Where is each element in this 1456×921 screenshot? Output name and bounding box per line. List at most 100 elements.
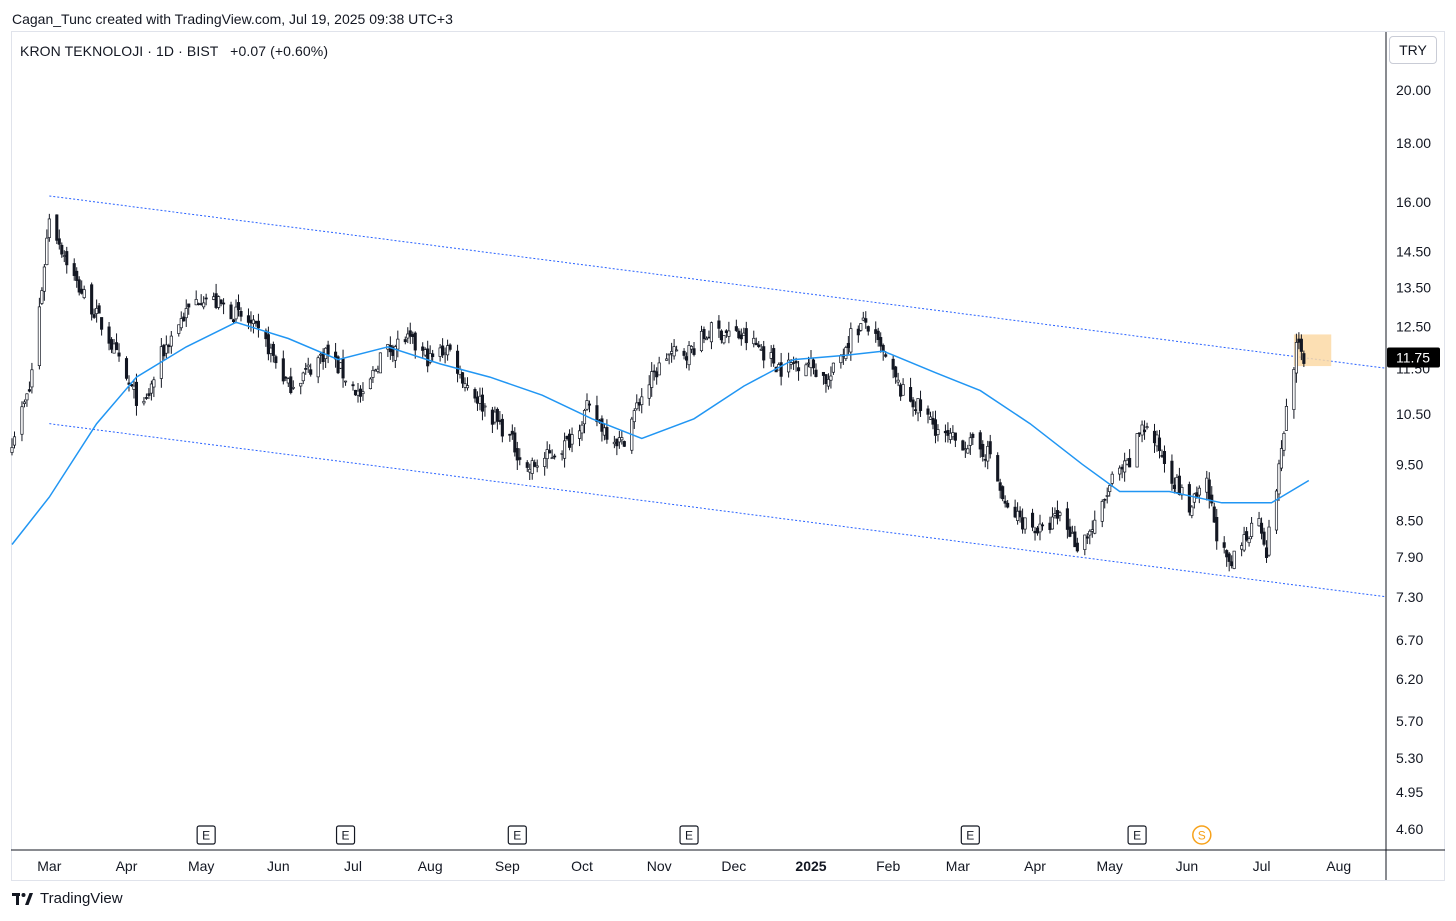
candle-body xyxy=(891,358,895,370)
candle-body xyxy=(500,418,504,437)
candle-body xyxy=(1075,542,1079,552)
candle-body xyxy=(948,432,952,440)
candle-body xyxy=(844,347,848,359)
y-tick-label: 6.20 xyxy=(1396,671,1423,687)
candle-body xyxy=(779,362,783,377)
candle-body xyxy=(393,346,397,361)
candle-body xyxy=(617,437,621,443)
candle-body xyxy=(483,405,487,408)
footer-brand[interactable]: TradingView xyxy=(12,890,123,907)
candle-body xyxy=(1245,531,1249,541)
earnings-event-icon xyxy=(960,825,980,845)
candle-body xyxy=(585,400,589,410)
candle-body xyxy=(968,437,972,446)
candle-body xyxy=(640,396,644,406)
interval-label[interactable]: 1D xyxy=(156,43,175,59)
candle-body xyxy=(769,352,773,359)
candle-body xyxy=(657,362,661,376)
candle-body xyxy=(548,450,552,454)
candle-body xyxy=(966,448,970,454)
candle-body xyxy=(1160,455,1164,457)
candle-body xyxy=(1222,542,1226,548)
candle-body xyxy=(406,333,410,339)
candle-body xyxy=(142,400,146,404)
candle-body xyxy=(1021,517,1025,530)
candle-body xyxy=(214,293,218,308)
candle-body xyxy=(983,458,987,461)
candle-body xyxy=(341,357,345,379)
y-tick-label: 20.00 xyxy=(1396,82,1431,98)
candle-body xyxy=(742,332,746,336)
candle-body xyxy=(132,385,136,390)
candle-body xyxy=(1140,424,1144,436)
candle-body xyxy=(1259,522,1264,534)
candle-body xyxy=(456,350,460,374)
candle-body xyxy=(896,379,900,383)
candle-body xyxy=(90,284,94,315)
candle-body xyxy=(1230,561,1234,567)
candle-body xyxy=(620,437,624,441)
candle-body xyxy=(901,384,905,396)
x-tick-label: Apr xyxy=(1024,858,1046,874)
last-price-tag xyxy=(1387,347,1440,368)
currency-button[interactable]: TRY xyxy=(1389,36,1437,64)
earnings-event-label: E xyxy=(966,829,974,843)
candle-body xyxy=(615,438,619,447)
candle-body xyxy=(926,408,930,415)
candle-body xyxy=(530,460,534,474)
candle-body xyxy=(75,270,79,281)
candle-body xyxy=(423,349,427,356)
candle-body xyxy=(124,358,129,379)
y-tick-label: 4.60 xyxy=(1396,821,1423,837)
candle-body xyxy=(274,356,278,364)
candle-body xyxy=(814,369,818,377)
candle-body xyxy=(495,408,499,422)
x-tick-label: Dec xyxy=(721,858,746,874)
candle-body xyxy=(943,430,947,434)
candle-body xyxy=(299,382,303,387)
candle-body xyxy=(525,462,529,468)
candle-body xyxy=(343,380,348,383)
candle-body xyxy=(794,360,798,364)
candle-body xyxy=(1033,530,1037,534)
candle-body xyxy=(446,345,450,356)
candle-body xyxy=(1088,530,1092,536)
candle-body xyxy=(1108,485,1112,493)
candle-body xyxy=(846,342,850,349)
candle-body xyxy=(42,266,46,292)
candle-body xyxy=(1085,536,1089,539)
candle-body xyxy=(727,330,731,337)
candle-body xyxy=(1093,519,1097,534)
candle-body xyxy=(953,432,957,441)
candle-body xyxy=(665,358,669,361)
candle-body xyxy=(490,409,494,425)
candle-body xyxy=(647,384,651,399)
candle-body xyxy=(971,433,975,438)
candle-body xyxy=(568,433,572,448)
candle-body xyxy=(1023,517,1027,530)
x-tick-label: Jun xyxy=(1176,858,1199,874)
candle-body xyxy=(184,308,188,319)
candle-body xyxy=(112,343,116,354)
candle-body xyxy=(797,367,801,372)
earnings-event-label: E xyxy=(685,829,693,843)
symbol-name[interactable]: KRON TEKNOLOJI xyxy=(20,43,144,59)
y-tick-label: 8.50 xyxy=(1396,512,1423,528)
candle-body xyxy=(831,362,835,373)
candle-body xyxy=(376,368,380,372)
y-tick-label: 7.30 xyxy=(1396,589,1423,605)
x-tick-label: 2025 xyxy=(795,858,826,874)
candle-body xyxy=(864,318,868,323)
candle-body xyxy=(281,358,285,382)
candle-body xyxy=(951,432,955,438)
candle-body xyxy=(719,330,723,341)
candle-body xyxy=(266,334,270,355)
candle-body xyxy=(1279,448,1284,469)
candle-body xyxy=(1267,526,1271,556)
candle-body xyxy=(570,434,574,445)
candle-body xyxy=(792,362,796,364)
candle-body xyxy=(692,348,696,355)
candle-body xyxy=(351,384,355,387)
candle-body xyxy=(580,424,584,434)
